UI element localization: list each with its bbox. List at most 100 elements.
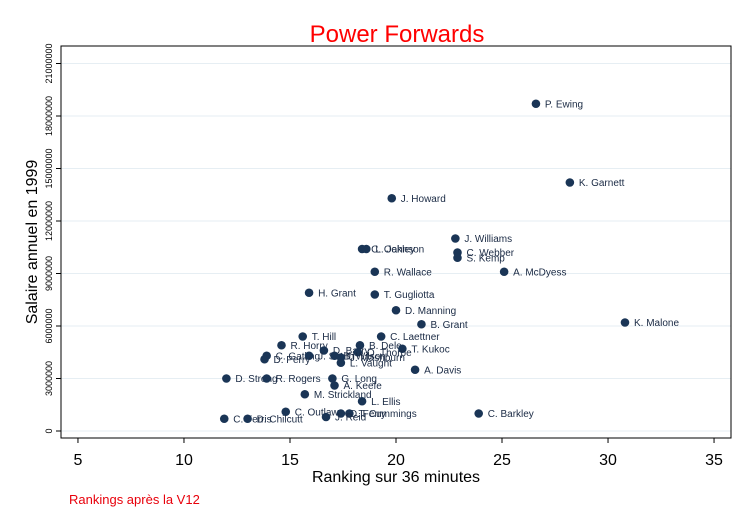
data-point <box>277 340 286 350</box>
data-point-label: C. Laettner <box>390 332 440 343</box>
data-point-label: K. Malone <box>634 318 679 329</box>
data-point <box>281 407 291 417</box>
data-point <box>298 332 308 341</box>
chart-title: Power Forwards <box>310 21 485 48</box>
data-point <box>336 358 346 368</box>
y-tick-label: 12000000 <box>44 201 54 241</box>
data-point-label: C. Gatling <box>276 351 320 362</box>
x-axis: 5 10 15 20 25 30 35 <box>74 438 723 469</box>
data-point <box>330 381 339 390</box>
data-point-label: B. Dele <box>369 341 402 352</box>
y-tick-label: 21000000 <box>44 43 54 83</box>
data-point-label: J. Reid <box>335 413 366 424</box>
data-point-label: R. Rogers <box>276 374 321 385</box>
data-point <box>243 414 252 424</box>
data-point-label: T. Hill <box>312 332 336 343</box>
y-axis: 0 3000000 6000000 9000000 12000000 15000000 18… <box>44 43 61 434</box>
data-point-label: C. Outlaw <box>295 407 340 418</box>
data-point <box>304 288 314 298</box>
data-point <box>453 253 462 263</box>
data-point-label: M. Strickland <box>314 390 372 401</box>
chart-note: Rankings après la V12 <box>69 492 200 507</box>
data-point <box>565 178 575 187</box>
x-tick-label: 10 <box>175 452 193 469</box>
data-point <box>328 374 337 383</box>
data-point-label: S. Kemp <box>466 253 505 264</box>
data-points: P. Ewing K. Garnett J. Howard J. Williams C.… <box>219 99 679 425</box>
data-point-label: B. Grant <box>430 320 467 331</box>
data-point <box>355 340 365 350</box>
x-axis-title: Ranking sur 36 minutes <box>312 469 480 486</box>
data-point <box>376 332 386 341</box>
data-point-label: C. Oakley <box>371 245 415 256</box>
x-tick-label: 15 <box>281 452 299 469</box>
data-point-label: K. Garnett <box>579 178 625 189</box>
data-point <box>260 354 269 364</box>
data-point-label: L. Ellis <box>371 397 400 408</box>
y-tick-label: 18000000 <box>44 96 54 136</box>
y-axis-title: Salaire annuel en 1999 <box>24 160 41 325</box>
data-point <box>410 365 420 375</box>
data-point-label: C. Webber <box>466 248 514 259</box>
data-point <box>336 409 346 418</box>
data-point <box>417 319 426 329</box>
data-point <box>474 409 483 418</box>
data-point-label: D. Chilcutt <box>257 414 303 425</box>
data-point <box>531 99 541 109</box>
data-point-label: J. Mashburn <box>350 353 405 364</box>
y-tick-label: 3000000 <box>44 361 54 396</box>
data-point-label: H. Grant <box>318 288 356 299</box>
data-point-label: D. Strong <box>235 374 277 385</box>
x-tick-label: 30 <box>599 452 617 469</box>
data-point-label: A. McDyess <box>513 267 566 278</box>
x-tick-label: 5 <box>74 452 83 469</box>
data-point-label: J. Williams <box>464 234 512 245</box>
data-point-label: C. Barkley <box>488 409 534 420</box>
data-point <box>370 290 380 299</box>
y-tick-label: 6000000 <box>44 308 54 343</box>
data-point-label: B. Wilson <box>344 351 386 362</box>
data-point <box>451 234 460 243</box>
data-point <box>345 409 354 418</box>
data-point <box>304 351 314 361</box>
data-point-label: P. Ewing <box>545 99 583 110</box>
data-point <box>391 305 401 315</box>
data-point <box>620 318 630 327</box>
data-point-label: J. Howard <box>401 194 446 205</box>
data-point-label: R. Wallace <box>384 267 432 278</box>
y-tick-label: 9000000 <box>44 256 54 291</box>
x-tick-label: 35 <box>705 452 723 469</box>
data-point <box>357 396 367 406</box>
data-point <box>219 414 229 424</box>
data-point-label: D. Barry <box>333 346 370 357</box>
data-point-label: G. Long <box>341 374 377 385</box>
data-point-label: D. Perry <box>274 355 311 366</box>
data-point-label: L. Vaught <box>350 358 392 369</box>
data-point-label: T. Kukoc <box>411 344 449 355</box>
data-point <box>262 374 271 383</box>
data-point <box>357 244 367 254</box>
data-point <box>370 267 380 277</box>
data-point-label: R. Horry <box>291 341 328 352</box>
y-tick-label: 15000000 <box>44 148 54 188</box>
x-tick-label: 20 <box>387 452 405 469</box>
data-point <box>387 193 397 203</box>
data-point-label: D. Ferry <box>350 409 386 420</box>
data-point <box>300 389 310 399</box>
data-point <box>321 412 331 422</box>
data-point <box>353 347 363 357</box>
data-point-label: A. Keefe <box>344 381 383 392</box>
data-point-label: L. Johnson <box>375 245 424 256</box>
data-point <box>222 374 231 383</box>
grid-lines <box>61 63 731 432</box>
data-point <box>398 344 407 354</box>
data-point-label: D. Manning <box>405 306 456 317</box>
data-point-label: C. Ferris <box>233 414 271 425</box>
data-point <box>319 346 329 355</box>
y-tick-label: 0 <box>44 428 54 433</box>
data-point-label: T. Gugliotta <box>384 290 435 301</box>
data-point-label: T. Cummings <box>358 409 416 420</box>
